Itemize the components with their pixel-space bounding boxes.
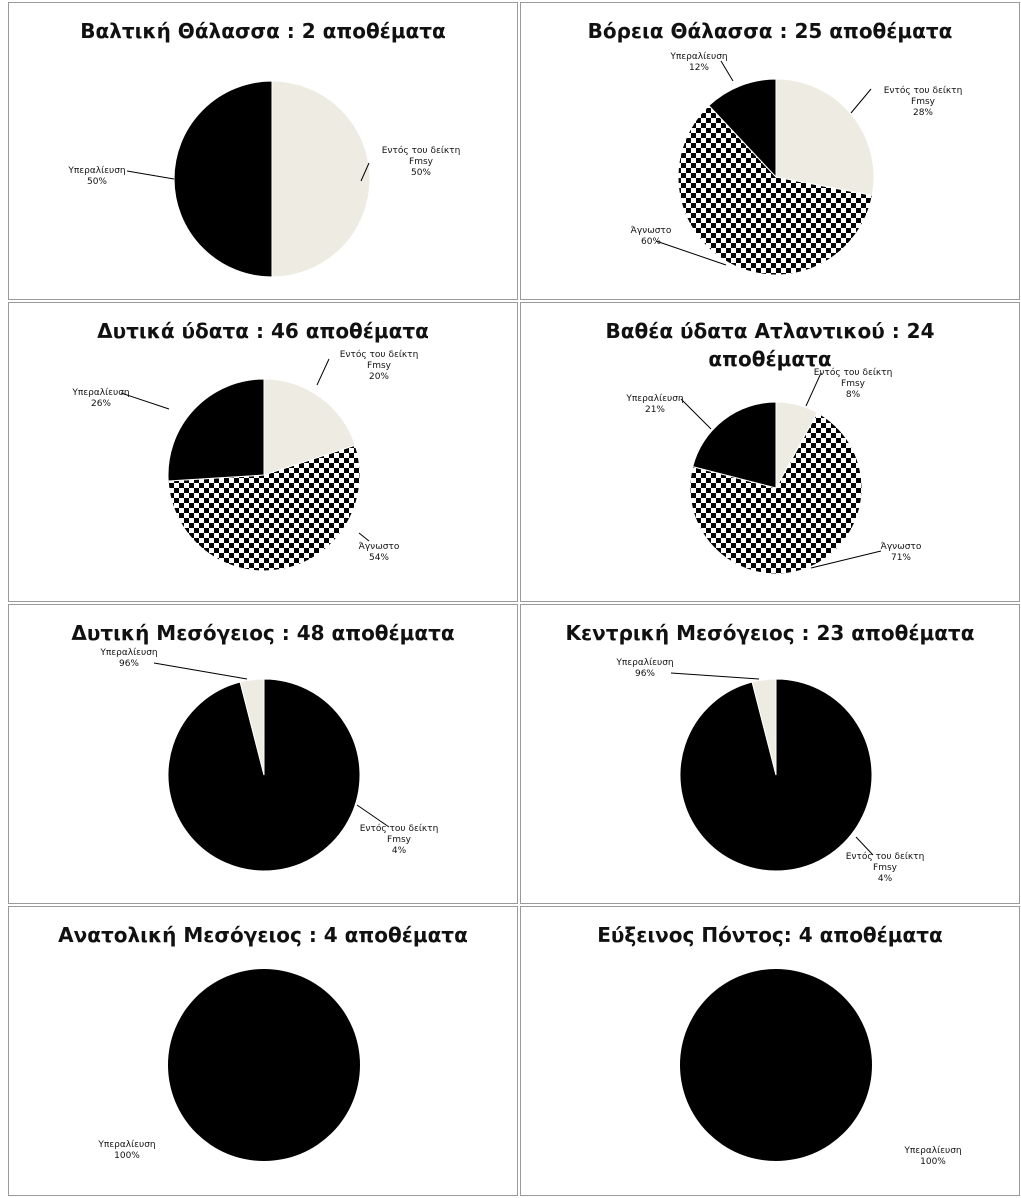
- pie-chart-panel: Εντός του δείκτη Fmsy 8% Άγνωστο 71% Υπεραλίε…: [520, 302, 1020, 602]
- pie-chart-panel: Υπεραλίευση 100% Εύξεινος Πόντος: 4 αποθέμ…: [520, 906, 1020, 1196]
- pie-chart-panel: Εντός του δείκτη Fmsy 28% Άγνωστο 60% Υπεραλί…: [520, 2, 1020, 300]
- pie-slice-over: [708, 78, 777, 179]
- pie-slice-within: [239, 678, 265, 776]
- pie-chart-panel: Υπεραλίευση 96% Εντός του δείκτη Fmsy 4% Κεντ…: [520, 604, 1020, 904]
- leader-line: [810, 550, 882, 569]
- data-label: Υπεραλίευση 100%: [903, 1146, 961, 1167]
- chart-title: Βαλτική Θάλασσα : 2 αποθέματα: [80, 19, 446, 43]
- pie-chart: Εντός του δείκτη Fmsy 50% Υπεραλίευση 50%: [67, 80, 461, 278]
- pie-slice-over: [168, 969, 360, 1161]
- data-label: Εντός του δείκτη Fmsy 28%: [884, 85, 963, 118]
- pie-slice-unknown: [677, 104, 873, 276]
- pie-slice-unknown: [689, 411, 863, 575]
- leader-line: [316, 358, 330, 386]
- pie-slice-within: [751, 678, 777, 776]
- data-label: Υπεραλίευση 21%: [625, 394, 683, 415]
- data-label: Υπεραλίευση 26%: [71, 388, 129, 409]
- pie-chart-panel: Υπεραλίευση 96% Εντός του δείκτη Fmsy 4% Δυτι…: [8, 604, 518, 904]
- leader-line: [855, 836, 874, 856]
- data-label: Υπεραλίευση 100%: [97, 1140, 155, 1161]
- pie-chart: Εντός του δείκτη Fmsy 8% Άγνωστο 71% Υπεραλίε…: [625, 367, 922, 575]
- pie-chart: Υπεραλίευση 100%: [680, 969, 962, 1167]
- data-label: Εντός του δείκτη Fmsy 50%: [382, 145, 461, 178]
- leader-line: [153, 662, 248, 680]
- leader-line: [805, 372, 822, 407]
- pie-chart: Υπεραλίευση 96% Εντός του δείκτη Fmsy 4%: [615, 658, 925, 884]
- pie-slice-within: [271, 80, 371, 278]
- data-label: Άγνωστο 54%: [359, 542, 400, 563]
- leader-line: [360, 162, 370, 182]
- data-label: Εντός του δείκτη Fmsy 20%: [340, 349, 419, 382]
- pie-chart: Εντός του δείκτη Fmsy 28% Άγνωστο 60% Υπεραλί…: [631, 52, 963, 276]
- leader-line: [680, 398, 712, 430]
- pie-chart-panel: Υπεραλίευση 100% Ανατολική Μεσόγειος : 4 α…: [8, 906, 518, 1196]
- data-label: Υπεραλίευση 96%: [615, 658, 673, 679]
- pie-slice-within: [775, 78, 875, 196]
- leader-line: [670, 672, 760, 680]
- pie-slice-over: [167, 378, 265, 482]
- leader-line: [358, 532, 370, 542]
- pie-chart-panel: Εντός του δείκτη Fmsy 20% Άγνωστο 54% Υπεραλί…: [8, 302, 518, 602]
- chart-title: Κεντρική Μεσόγειος : 23 αποθέματα: [565, 621, 975, 645]
- pie-chart: Υπεραλίευση 96% Εντός του δείκτη Fmsy 4%: [99, 648, 439, 872]
- leader-line: [720, 60, 734, 82]
- leader-line: [120, 392, 170, 410]
- leader-line: [655, 240, 727, 266]
- leader-line: [850, 88, 872, 114]
- data-label: Υπεραλίευση 96%: [99, 648, 157, 669]
- pie-chart: Εντός του δείκτη Fmsy 20% Άγνωστο 54% Υπεραλί…: [71, 349, 419, 572]
- chart-title: Δυτική Μεσόγειος : 48 αποθέματα: [71, 621, 455, 645]
- data-label: Άγνωστο 60%: [631, 226, 672, 247]
- chart-title: Βόρεια Θάλασσα : 25 αποθέματα: [587, 19, 953, 43]
- pie-chart: Υπεραλίευση 100%: [97, 969, 360, 1161]
- data-label: Εντός του δείκτη Fmsy 4%: [846, 851, 925, 884]
- data-label: Υπεραλίευση 50%: [67, 166, 125, 187]
- data-label: Εντός του δείκτη Fmsy 8%: [814, 367, 893, 400]
- chart-title: Ανατολική Μεσόγειος : 4 αποθέματα: [58, 923, 468, 947]
- data-label: Υπεραλίευση 12%: [669, 52, 727, 73]
- pie-slice-over: [692, 401, 777, 489]
- pie-slice-over: [680, 969, 872, 1161]
- data-label: Άγνωστο 71%: [881, 542, 922, 563]
- pie-slice-unknown: [167, 444, 361, 572]
- chart-title: Εύξεινος Πόντος: 4 αποθέματα: [597, 923, 943, 947]
- pie-slice-within: [263, 378, 356, 476]
- leader-line: [356, 804, 390, 828]
- leader-line: [126, 170, 175, 180]
- pie-slice-over: [173, 80, 273, 278]
- pie-chart-panel: Εντός του δείκτη Fmsy 50% Υπεραλίευση 50% Βαλ…: [8, 2, 518, 300]
- chart-title: Βαθέα ύδατα Ατλαντικού : 24 αποθέματα: [605, 319, 935, 371]
- chart-title: Δυτικά ύδατα : 46 αποθέματα: [97, 319, 429, 343]
- data-label: Εντός του δείκτη Fmsy 4%: [360, 823, 439, 856]
